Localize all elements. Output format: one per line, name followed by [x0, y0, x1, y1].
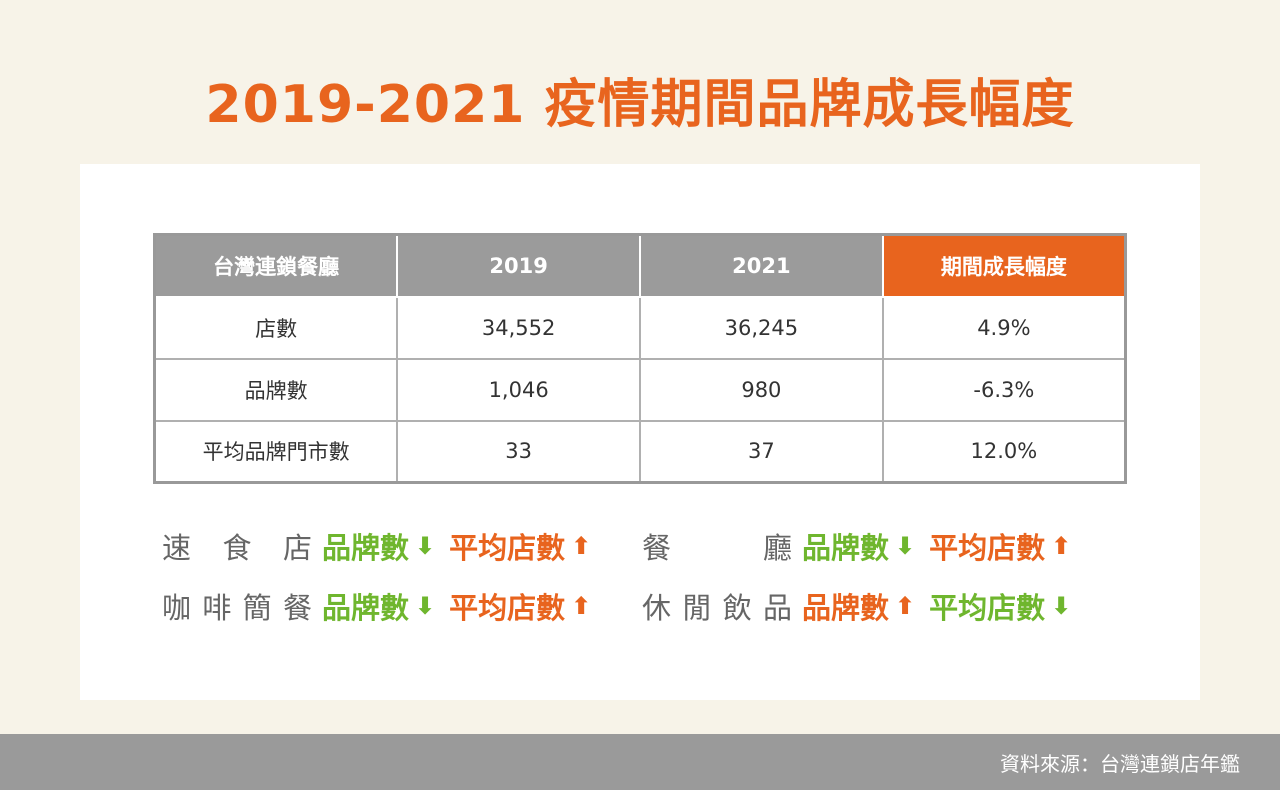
legend-row: 速 食 店 品牌數 ⬇ 平均店數 ⬆ 餐 廳 品牌數 ⬇ 平均店數 ⬆ — [162, 516, 1122, 576]
table-cell: 4.9% — [881, 295, 1127, 360]
category-char: 店 — [282, 531, 312, 565]
table-cell: 33 — [396, 419, 641, 484]
table-cell: 1,046 — [396, 357, 641, 422]
table-cell: 店數 — [153, 295, 399, 360]
avg-store-label: 平均店數 — [449, 591, 566, 625]
category-char: 啡 — [202, 591, 232, 625]
content-card: 台灣連鎖餐廳 2019 2021 期間成長幅度 店數 34,552 36,245… — [80, 164, 1200, 700]
category-char: 餐 — [282, 591, 312, 625]
table-cell: 37 — [639, 419, 884, 484]
category-char: 閒 — [682, 591, 712, 625]
table-cell: 12.0% — [881, 419, 1127, 484]
category-label: 速 食 店 — [162, 525, 312, 567]
category-label: 咖 啡 簡 餐 — [162, 585, 312, 627]
trend-legend: 速 食 店 品牌數 ⬇ 平均店數 ⬆ 餐 廳 品牌數 ⬇ 平均店數 ⬆ — [162, 516, 1122, 636]
arrow-up-icon: ⬆ — [895, 592, 916, 620]
category-label: 休 閒 飲 品 — [642, 585, 792, 627]
brand-count-label: 品牌數 — [322, 591, 410, 625]
arrow-down-icon: ⬇ — [415, 592, 436, 620]
table-row: 平均品牌門市數 33 37 12.0% — [153, 419, 1127, 484]
category-char: 餐 — [642, 531, 672, 565]
table-cell: 34,552 — [396, 295, 641, 360]
footer-bar: 資料來源：台灣連鎖店年鑑 — [0, 734, 1280, 790]
table-cell: 980 — [639, 357, 884, 422]
category-char: 飲 — [722, 591, 752, 625]
category-label: 餐 廳 — [642, 525, 792, 567]
table-header-cell: 2019 — [396, 233, 641, 298]
brand-count-label: 品牌數 — [322, 531, 410, 565]
category-char: 休 — [642, 591, 672, 625]
table-header-cell: 台灣連鎖餐廳 — [153, 233, 399, 298]
legend-item-cafe: 咖 啡 簡 餐 品牌數 ⬇ 平均店數 ⬆ — [162, 585, 642, 627]
category-char: 簡 — [242, 591, 272, 625]
arrow-down-icon: ⬇ — [415, 532, 436, 560]
category-char: 速 — [162, 531, 192, 565]
table-header-cell-growth: 期間成長幅度 — [881, 233, 1127, 298]
table-header-row: 台灣連鎖餐廳 2019 2021 期間成長幅度 — [153, 233, 1127, 298]
table-row: 品牌數 1,046 980 -6.3% — [153, 357, 1127, 422]
avg-store-label: 平均店數 — [929, 591, 1046, 625]
source-note: 資料來源：台灣連鎖店年鑑 — [1000, 752, 1240, 776]
arrow-down-icon: ⬇ — [1051, 592, 1072, 620]
legend-row: 咖 啡 簡 餐 品牌數 ⬇ 平均店數 ⬆ 休 閒 飲 品 品牌數 ⬆ — [162, 576, 1122, 636]
stats-table: 台灣連鎖餐廳 2019 2021 期間成長幅度 店數 34,552 36,245… — [153, 233, 1127, 484]
table-cell: 品牌數 — [153, 357, 399, 422]
legend-item-restaurant: 餐 廳 品牌數 ⬇ 平均店數 ⬆ — [642, 525, 1122, 567]
arrow-up-icon: ⬆ — [571, 532, 592, 560]
table-row: 店數 34,552 36,245 4.9% — [153, 295, 1127, 360]
table-header-cell: 2021 — [639, 233, 884, 298]
category-char: 品 — [762, 591, 792, 625]
avg-store-label: 平均店數 — [929, 531, 1046, 565]
arrow-up-icon: ⬆ — [1051, 532, 1072, 560]
table-cell: 平均品牌門市數 — [153, 419, 399, 484]
avg-store-label: 平均店數 — [449, 531, 566, 565]
legend-item-beverage: 休 閒 飲 品 品牌數 ⬆ 平均店數 ⬇ — [642, 585, 1122, 627]
category-char: 咖 — [162, 591, 192, 625]
brand-count-label: 品牌數 — [802, 591, 890, 625]
legend-item-fast-food: 速 食 店 品牌數 ⬇ 平均店數 ⬆ — [162, 525, 642, 567]
brand-count-label: 品牌數 — [802, 531, 890, 565]
arrow-down-icon: ⬇ — [895, 532, 916, 560]
table-cell: -6.3% — [881, 357, 1127, 422]
category-char: 廳 — [762, 531, 792, 565]
category-char: 食 — [222, 531, 252, 565]
table-cell: 36,245 — [639, 295, 884, 360]
page-title: 2019-2021 疫情期間品牌成長幅度 — [205, 75, 1075, 135]
arrow-up-icon: ⬆ — [571, 592, 592, 620]
